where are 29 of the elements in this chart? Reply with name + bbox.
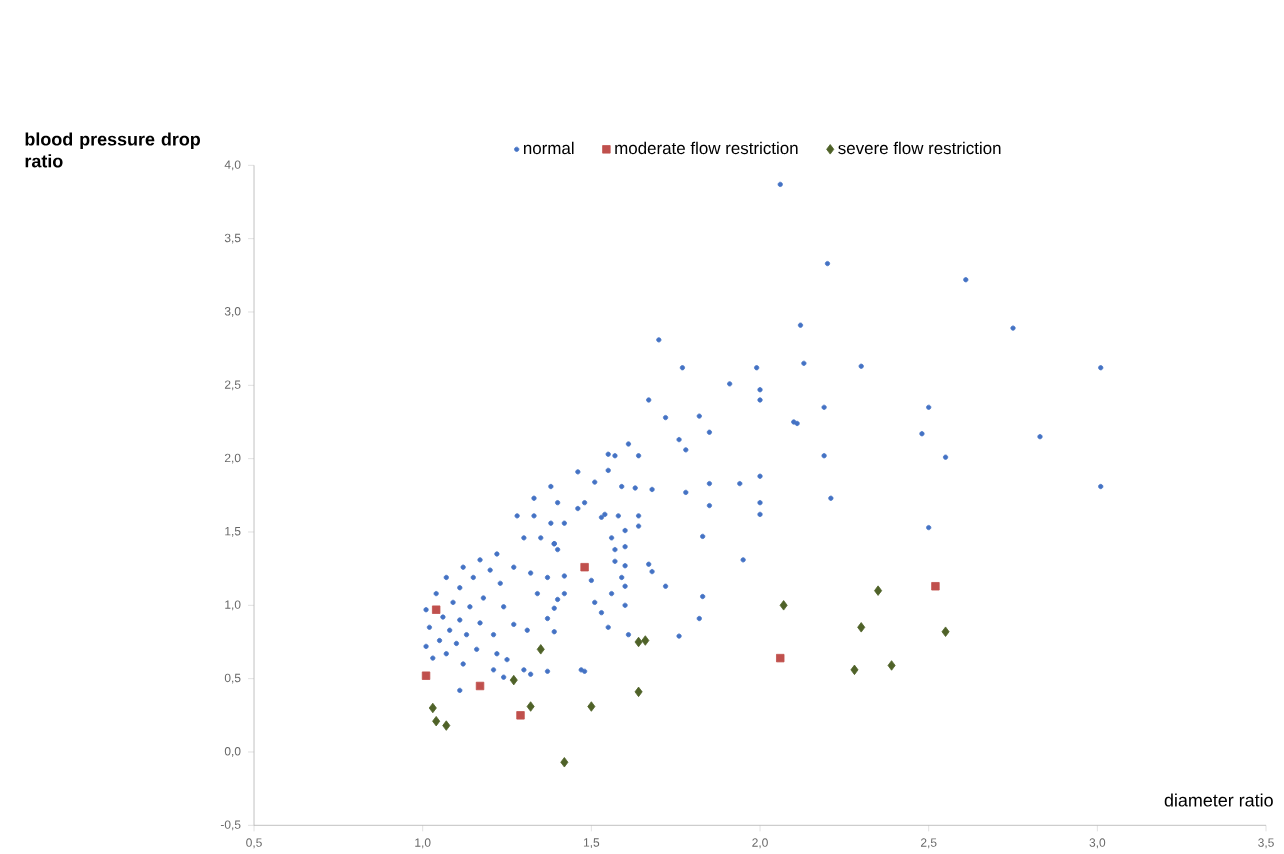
point — [421, 671, 431, 680]
legend-label: moderate flow restriction — [615, 141, 798, 154]
point — [641, 634, 650, 646]
point — [536, 643, 545, 655]
point — [634, 686, 643, 697]
point — [442, 719, 451, 731]
y-axis-title: blood pressure drop ratio — [25, 131, 201, 168]
point — [931, 581, 940, 590]
point — [857, 621, 866, 633]
legend-label: severe flow restriction — [838, 141, 1001, 154]
legend-label: normal — [523, 141, 574, 154]
point — [431, 605, 441, 614]
point — [428, 702, 437, 713]
point — [560, 756, 569, 767]
point — [776, 653, 785, 662]
point — [941, 626, 950, 637]
point — [779, 599, 788, 611]
point — [580, 562, 589, 571]
point — [850, 664, 859, 675]
point — [516, 710, 525, 720]
point — [634, 636, 643, 647]
point — [526, 700, 535, 712]
point — [509, 674, 518, 685]
x-axis-title: diameter ratio — [1164, 792, 1273, 807]
point — [887, 659, 896, 671]
point — [475, 681, 485, 690]
point — [874, 585, 883, 596]
point — [587, 700, 596, 712]
point — [432, 715, 441, 726]
